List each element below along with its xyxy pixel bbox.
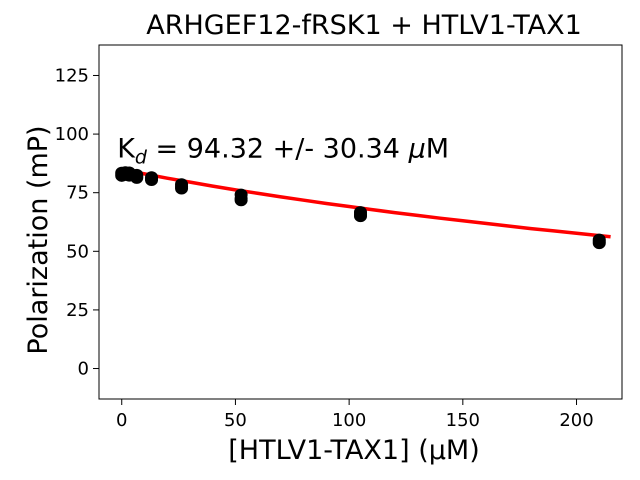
plot-frame [98, 44, 623, 400]
y-axis: 0 25 50 75 100 125 [55, 65, 99, 380]
data-point [592, 237, 606, 250]
x-axis-label: [HTLV1-TAX1] (µM) [228, 435, 480, 466]
x-tick-label: 100 [332, 410, 366, 431]
x-axis: 0 50 100 150 200 [116, 399, 594, 431]
chart-title: ARHGEF12-fRSK1 + HTLV1-TAX1 [146, 10, 582, 41]
fit-curve [121, 167, 611, 239]
kd-subscript: d [135, 147, 148, 169]
x-tick-label: 150 [446, 410, 480, 431]
y-tick-label: 75 [66, 183, 89, 204]
data-points [115, 166, 606, 250]
y-tick-label: 25 [66, 300, 89, 321]
kd-prefix: K [117, 134, 136, 165]
kd-unit: M [426, 134, 449, 165]
y-axis-label: Polarization (mP) [23, 125, 54, 354]
kd-unit-symbol: μ [408, 134, 426, 165]
kd-value: = 94.32 +/- 30.34 [147, 134, 409, 165]
y-tick-label: 100 [55, 124, 89, 145]
data-point [175, 182, 189, 195]
x-tick-label: 200 [559, 410, 593, 431]
data-point [234, 194, 248, 207]
data-point [354, 210, 367, 223]
x-tick-label: 0 [116, 410, 127, 431]
kd-annotation: Kd = 94.32 +/- 30.34 μM [117, 134, 449, 169]
y-tick-label: 125 [55, 65, 89, 86]
x-tick-label: 50 [224, 410, 247, 431]
data-point [130, 171, 144, 184]
data-point [145, 174, 159, 187]
y-tick-label: 50 [66, 241, 89, 262]
y-tick-label: 0 [78, 359, 89, 380]
